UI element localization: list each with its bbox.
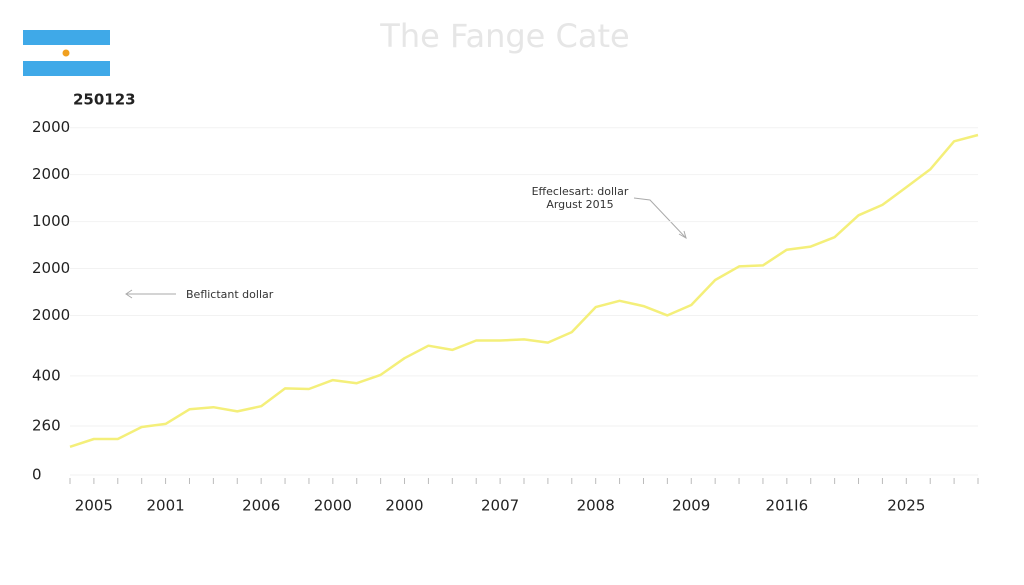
- y-tick-label: 400: [32, 366, 61, 384]
- x-tick-label: 2025: [887, 497, 925, 515]
- x-tick-label: 2000: [314, 497, 352, 515]
- x-tick-label: 2009: [672, 497, 710, 515]
- annotation: Argust 2015: [546, 198, 613, 211]
- x-tick-label: 201I6: [766, 497, 809, 515]
- x-tick-label: 2000: [385, 497, 423, 515]
- subtitle: 250123: [73, 91, 136, 109]
- y-tick-label: 1000: [32, 212, 70, 230]
- annotation: Effeclesart: dollar: [532, 185, 629, 198]
- x-tick-label: 2001: [146, 497, 184, 515]
- x-tick-label: 2005: [75, 497, 113, 515]
- arrow-head: [678, 230, 687, 240]
- x-tick-label: 2008: [577, 497, 615, 515]
- data-line: [69, 133, 979, 448]
- y-tick-label: 2000: [32, 165, 70, 183]
- arrow: [633, 197, 687, 239]
- flag: [23, 30, 110, 76]
- arrow-head: [125, 289, 133, 299]
- x-tick-label: 2007: [481, 497, 519, 515]
- y-tick-label: 2000: [32, 118, 70, 136]
- y-tick-label: 2000: [32, 306, 70, 324]
- y-tick-label: 2000: [32, 259, 70, 277]
- x-tick-label: 2006: [242, 497, 280, 515]
- y-tick-label: 0: [32, 466, 42, 484]
- annotation: Beflictant dollar: [186, 288, 274, 301]
- chart-title: The Fange Cate: [379, 17, 629, 55]
- y-tick-label: 260: [32, 416, 61, 434]
